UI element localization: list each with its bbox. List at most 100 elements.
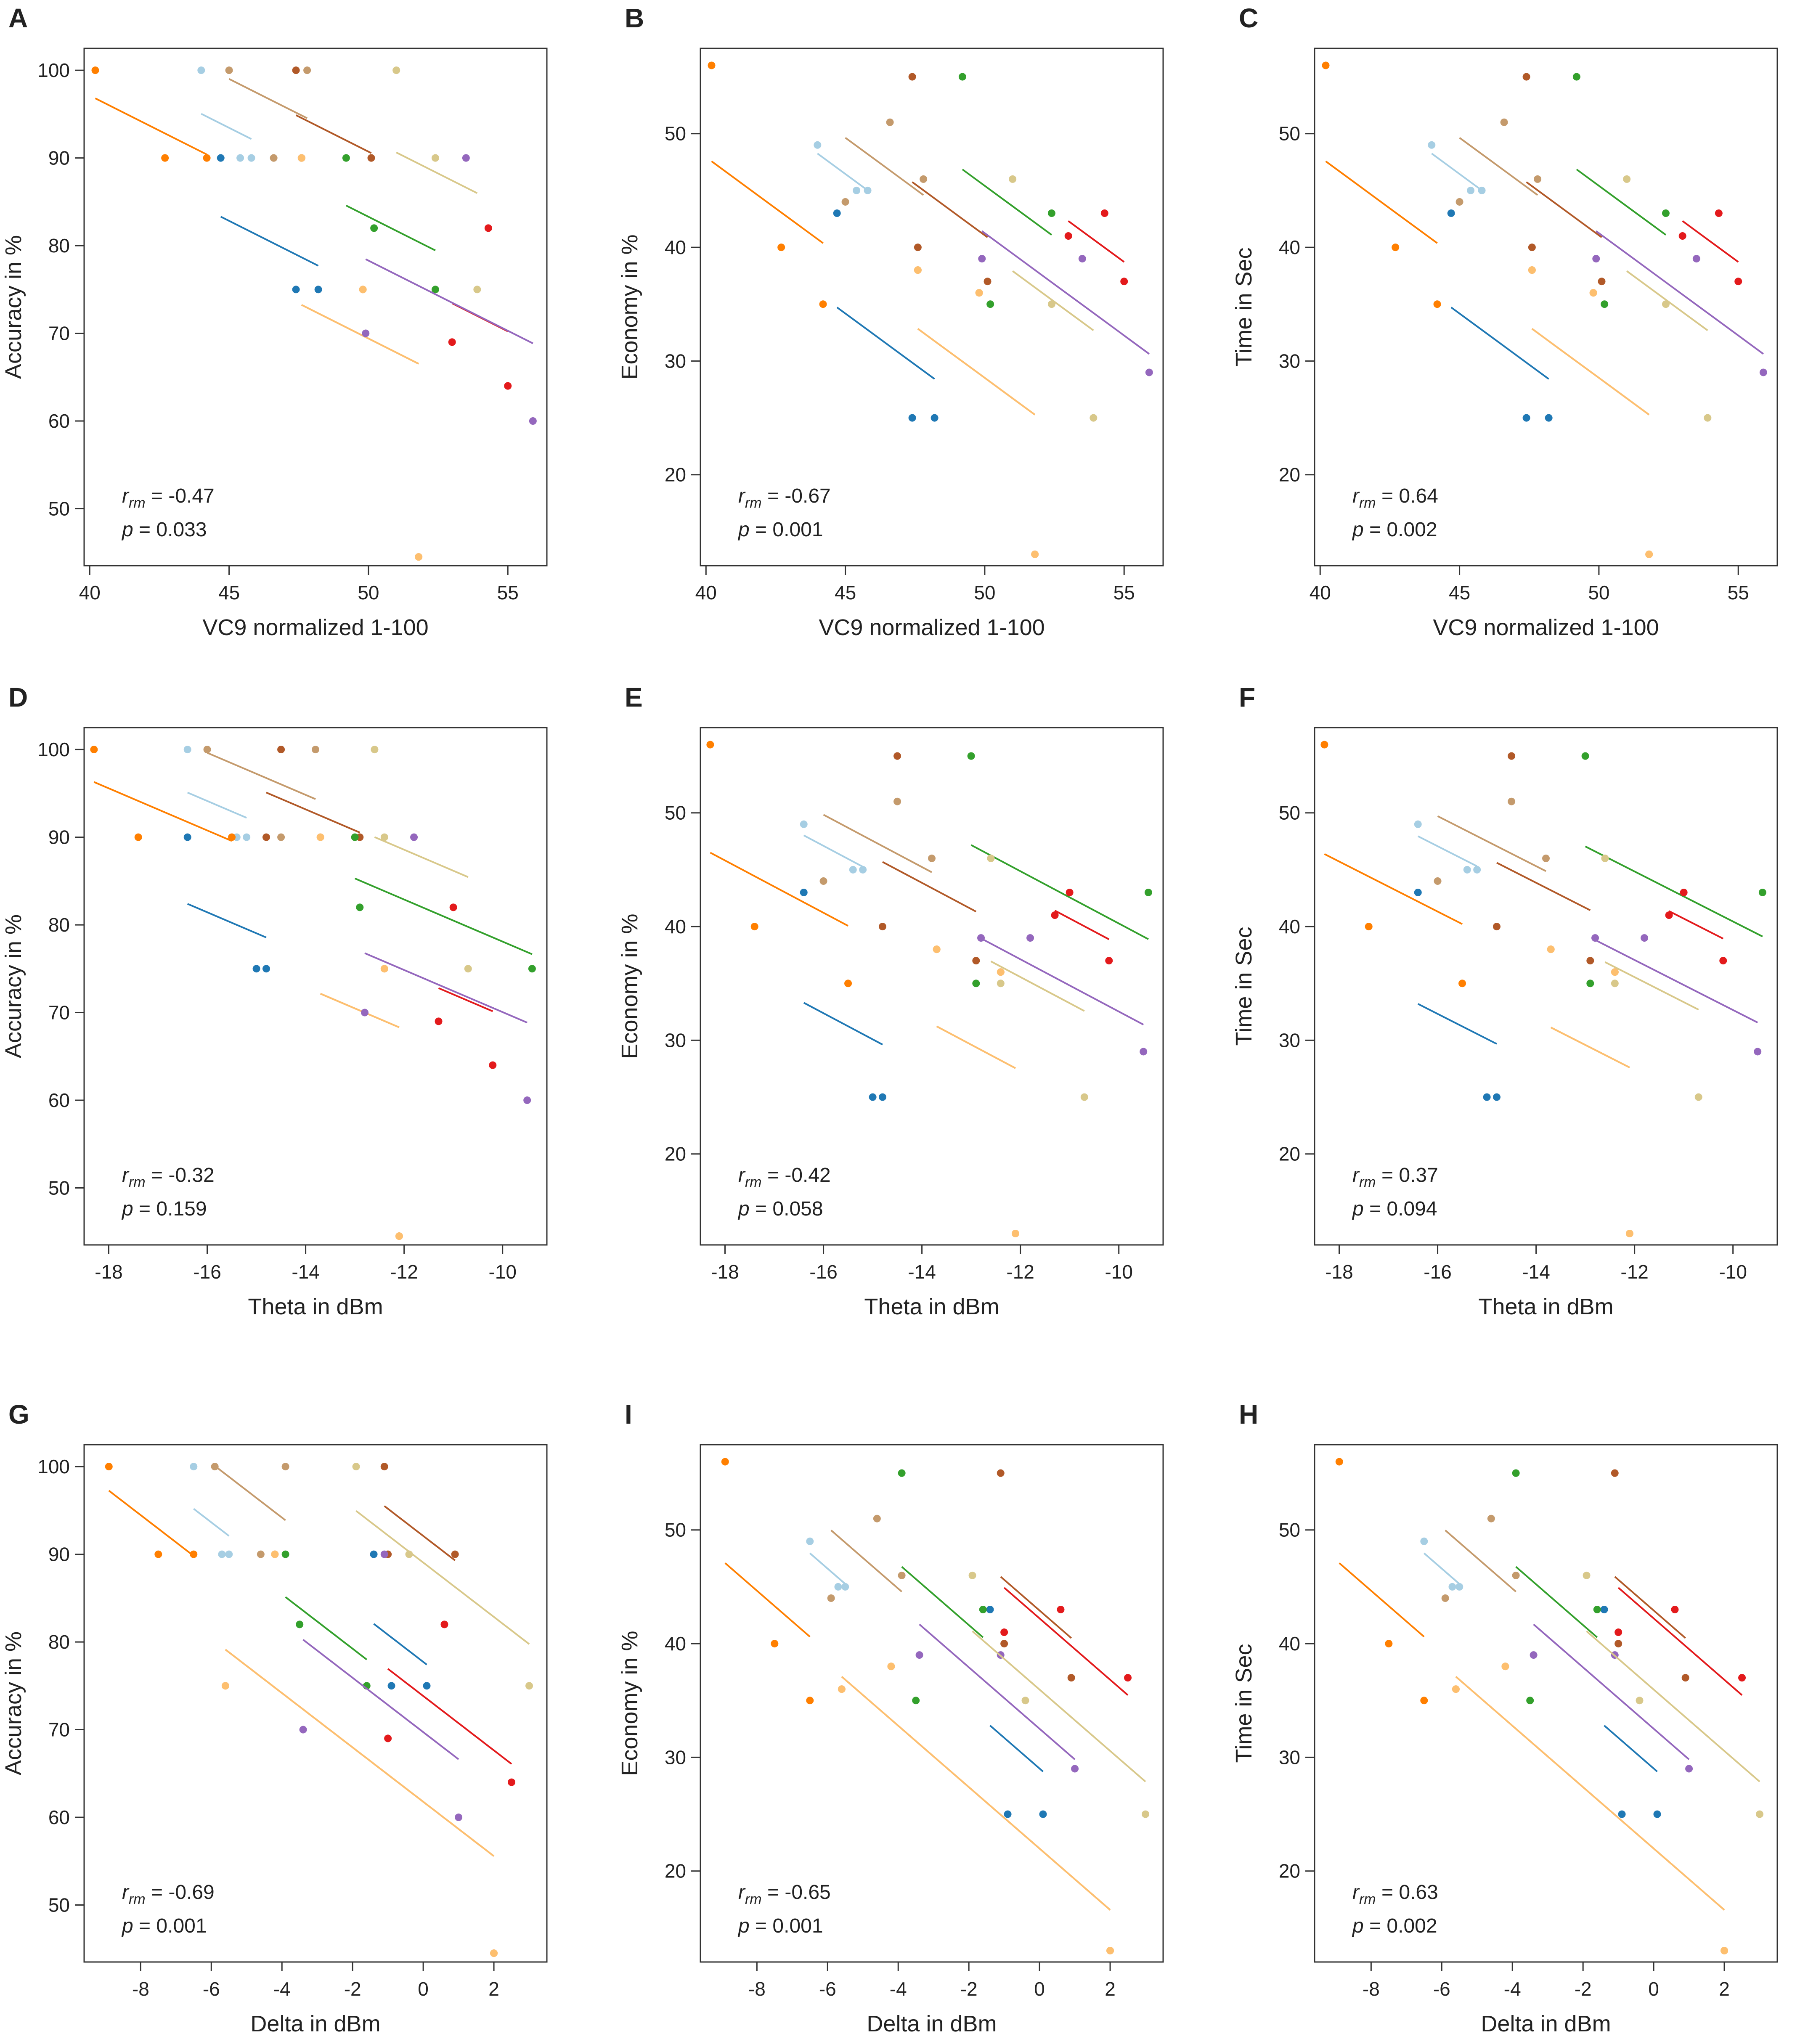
fit-line [981,937,1144,1026]
data-point [931,414,938,422]
x-tick-label: -14 [1522,1261,1550,1283]
x-tick-label: -14 [292,1261,319,1283]
data-point [1026,934,1034,942]
x-tick-label: -10 [488,1261,516,1283]
data-point [984,278,992,286]
data-point [978,255,986,263]
data-point [1601,300,1609,308]
data-point [1678,232,1686,240]
data-point [859,866,867,874]
plot-frame [700,48,1164,567]
fit-line [438,987,493,1012]
data-point [997,1469,1005,1477]
fit-line [1068,220,1125,263]
data-point [1680,888,1688,896]
fit-line [1437,815,1546,872]
data-point [1522,414,1530,422]
fit-line [374,836,469,878]
data-point [1591,934,1599,942]
x-axis-label: VC9 normalized 1-100 [202,615,428,640]
data-point [1433,300,1441,308]
data-point [1662,300,1670,308]
data-point [1759,368,1767,376]
r-rm-annotation: rrm = 0.64 [1352,485,1438,511]
r-rm-annotation: rrm = -0.69 [122,1881,215,1907]
x-tick-label: 55 [1728,582,1749,604]
x-tick-label: -6 [203,1978,220,2000]
data-point [1000,1628,1008,1636]
fit-line [1596,230,1764,355]
data-point [1581,752,1589,760]
x-tick-label: -18 [95,1261,122,1283]
data-point [1508,752,1516,760]
data-point [800,888,808,896]
x-axis-label: Theta in dBm [248,1294,383,1319]
data-point [281,1463,289,1471]
y-tick-label: 50 [1279,1519,1300,1541]
data-point [271,1550,279,1558]
plot-frame [83,727,548,1246]
data-point [203,154,211,162]
y-tick-label: 60 [48,1089,70,1111]
fit-line [823,814,932,873]
data-point [1681,1674,1689,1682]
data-point [352,1463,360,1471]
data-point [473,286,481,294]
data-point [1611,980,1619,988]
fit-line [724,1562,811,1638]
data-point [243,833,251,841]
fit-line [711,160,824,244]
data-point [395,1232,403,1240]
x-tick-label: 0 [1648,1978,1659,2000]
panel-h: H -8 -6 -4 -2 0 2 20 30 40 50 Delta in dBm Time in S… [1231,1399,1778,2036]
data-point [257,1550,265,1558]
data-point [1685,1765,1693,1773]
x-tick-label: -12 [390,1261,418,1283]
x-tick-label: -4 [1504,1978,1521,2000]
data-point [914,266,922,274]
y-axis-label: Time in Sec [1231,247,1257,366]
fit-line [1325,160,1438,244]
data-point [1542,854,1550,862]
fit-line [1515,1566,1598,1638]
data-point [975,289,983,297]
panel-letter: B [625,3,644,33]
data-point [1420,1697,1428,1705]
data-point [958,73,966,81]
fit-line [1445,1530,1516,1593]
data-point [490,1949,498,1957]
panel-letter: H [1239,1399,1258,1430]
data-point [987,854,995,862]
data-point [1756,1810,1764,1818]
data-point [1528,266,1536,274]
fit-line [936,1025,1016,1069]
data-point [1508,797,1516,805]
x-tick-label: -18 [1325,1261,1353,1283]
data-point [1734,278,1742,286]
data-point [869,1093,877,1101]
y-tick-label: 100 [37,59,70,81]
x-tick-label: -16 [1424,1261,1451,1283]
data-point [915,1651,923,1659]
data-point [844,980,852,988]
data-point [1090,414,1098,422]
panel-d: D -18 -16 -14 -12 -10 50 60 70 80 90 100 Theta in dB… [1,682,548,1319]
data-point [1589,289,1597,297]
data-point [1428,141,1436,149]
panel-i: I -8 -6 -4 -2 0 2 20 30 40 50 Delta in dBm Economy i… [617,1399,1164,2036]
data-point [1105,957,1113,965]
data-point [1512,1571,1520,1579]
fit-line [972,1631,1146,1782]
data-point [1071,1765,1079,1773]
plot-frame [700,1444,1164,1963]
fit-line [355,1510,530,1645]
data-point [449,903,457,911]
fit-line [108,1490,194,1557]
panel-g: G -8 -6 -4 -2 0 2 50 60 70 80 90 100 Delta in dBm Accu… [1,1399,548,2036]
fit-line [1576,169,1667,236]
data-point [827,1594,835,1602]
data-point [1140,1048,1148,1056]
data-point [359,286,367,294]
p-value-annotation: p = 0.159 [121,1198,207,1220]
y-tick-label: 50 [665,1519,686,1541]
